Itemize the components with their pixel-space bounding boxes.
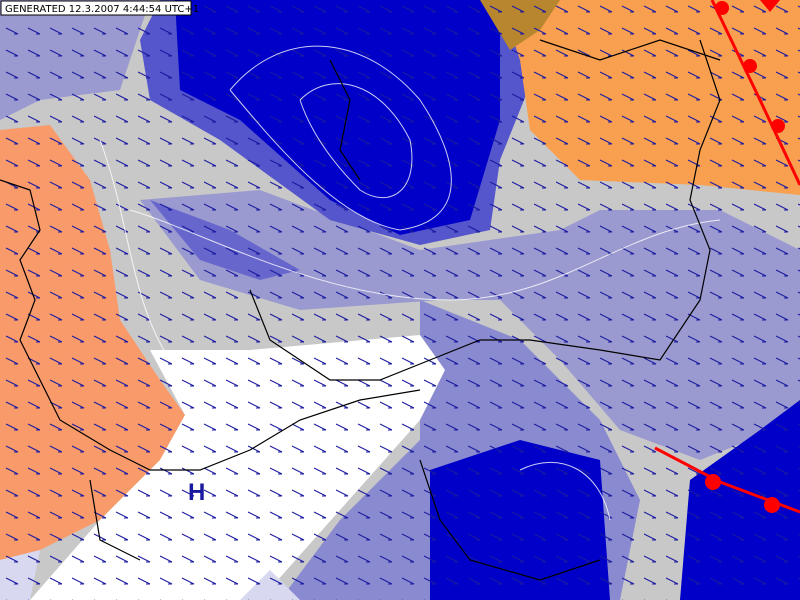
fronts <box>654 0 800 514</box>
borders <box>0 39 721 581</box>
generated-stamp: GENERATED 12.3.2007 4:44:54 UTC+1 <box>5 4 199 15</box>
high-pressure-label: H <box>188 479 205 506</box>
isolines <box>99 45 721 521</box>
stamp-box <box>0 0 192 16</box>
